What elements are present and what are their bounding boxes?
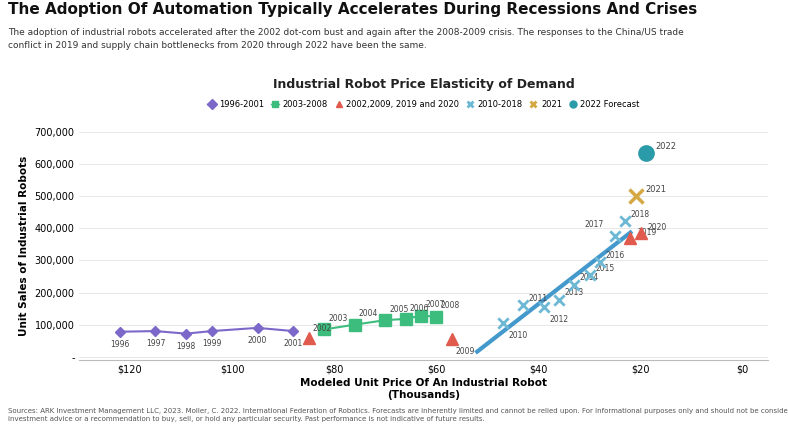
Text: 2018: 2018: [631, 210, 650, 219]
X-axis label: Modeled Unit Price Of An Industrial Robot
(Thousands): Modeled Unit Price Of An Industrial Robo…: [300, 378, 547, 400]
Text: The adoption of industrial robots accelerated after the 2002 dot-com bust and ag: The adoption of industrial robots accele…: [8, 28, 684, 50]
Point: [537, 304, 550, 311]
Title: Industrial Robot Price Elasticity of Demand: Industrial Robot Price Elasticity of Dem…: [273, 78, 574, 91]
Point: [496, 320, 509, 326]
Legend: 1996-2001, 2003-2008, 2002,2009, 2019 and 2020, 2010-2018, 2021, 2022 Forecast: 1996-2001, 2003-2008, 2002,2009, 2019 an…: [204, 96, 643, 112]
Text: 2001: 2001: [284, 340, 303, 348]
Text: 2006: 2006: [410, 304, 429, 313]
Text: 2004: 2004: [359, 309, 378, 318]
Text: 1998: 1998: [177, 342, 195, 351]
Text: 2016: 2016: [605, 251, 625, 260]
Text: 2020: 2020: [648, 223, 667, 233]
Text: 2002: 2002: [313, 324, 332, 333]
Point: [552, 296, 565, 303]
Text: 2007: 2007: [426, 300, 444, 309]
Text: 2010: 2010: [508, 331, 527, 340]
Point: [593, 259, 606, 265]
Point: [619, 218, 632, 225]
Point: [583, 271, 596, 278]
Text: 2013: 2013: [564, 288, 584, 297]
Text: The Adoption Of Automation Typically Accelerates During Recessions And Crises: The Adoption Of Automation Typically Acc…: [8, 2, 697, 17]
Text: 2022: 2022: [656, 142, 676, 151]
Text: 2015: 2015: [595, 264, 615, 273]
Y-axis label: Unit Sales of Industrial Robots: Unit Sales of Industrial Robots: [19, 156, 29, 336]
Text: 2021: 2021: [645, 185, 666, 194]
Text: 1996: 1996: [110, 340, 129, 349]
Text: 2000: 2000: [248, 336, 267, 345]
Text: 2012: 2012: [549, 315, 568, 324]
Text: 2005: 2005: [389, 305, 409, 314]
Text: 2008: 2008: [440, 301, 459, 310]
Text: 2019: 2019: [637, 228, 656, 237]
Text: 2017: 2017: [585, 220, 604, 229]
Text: 2003: 2003: [328, 314, 348, 323]
Text: 1999: 1999: [202, 340, 221, 348]
Text: 2014: 2014: [580, 273, 599, 282]
Point: [517, 301, 530, 308]
Point: [568, 281, 581, 288]
Text: 2009: 2009: [455, 347, 475, 357]
Text: Sources: ARK Investment Management LLC, 2023. Moller, C. 2022. International Fed: Sources: ARK Investment Management LLC, …: [8, 408, 788, 422]
Text: 1997: 1997: [146, 340, 165, 348]
Point: [609, 233, 622, 240]
Text: 2011: 2011: [529, 294, 548, 302]
